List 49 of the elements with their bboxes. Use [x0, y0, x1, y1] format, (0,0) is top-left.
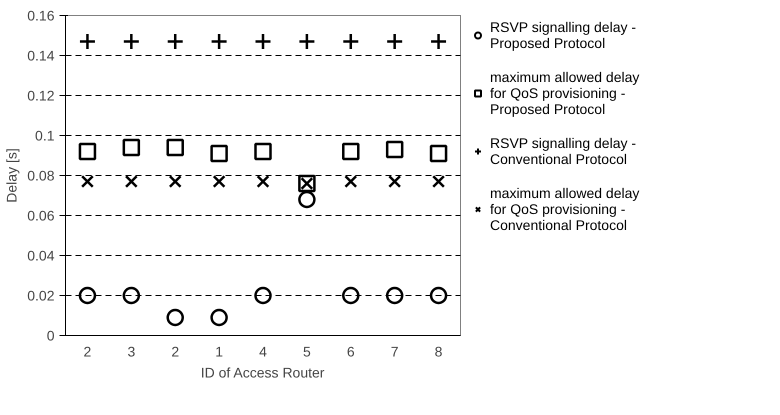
point — [166, 308, 184, 326]
y-axis-title: Delay [s] — [3, 148, 20, 203]
point — [388, 174, 402, 188]
point — [432, 174, 446, 188]
point — [78, 142, 96, 160]
x-tick-label: 2 — [84, 344, 92, 360]
x-tick-label: 2 — [171, 344, 180, 360]
point — [430, 144, 448, 162]
point — [254, 286, 272, 304]
point — [210, 308, 228, 326]
legend-label: RSVP signalling delay - Proposed Protocol — [490, 18, 636, 53]
y-tick-label: 0.12 — [27, 88, 55, 104]
x-tick-label: 4 — [259, 344, 268, 360]
y-tick-label: 0.02 — [27, 288, 55, 304]
point — [122, 286, 140, 304]
point — [344, 174, 358, 188]
y-tick-label: 0.06 — [27, 208, 55, 224]
point — [386, 140, 404, 158]
x-tick-label: 7 — [390, 344, 399, 360]
point — [298, 190, 316, 208]
point — [166, 138, 184, 156]
point — [256, 174, 270, 188]
point — [254, 142, 272, 160]
point — [342, 142, 360, 160]
x-tick-label: 3 — [127, 344, 136, 360]
legend-label: maximum allowed delay for QoS provisioning - Conventional Protocol — [490, 185, 640, 233]
x-tick-label: 1 — [215, 344, 224, 360]
point — [80, 174, 94, 188]
point — [386, 286, 404, 304]
point — [210, 144, 228, 162]
point — [168, 174, 182, 188]
point — [430, 286, 448, 304]
x-tick-label: 5 — [302, 344, 311, 360]
y-tick-label: 0.14 — [27, 48, 55, 64]
y-tick-label: 0.16 — [27, 8, 55, 24]
point — [212, 174, 226, 188]
x-tick-label: 6 — [346, 344, 355, 360]
legend-label: RSVP signalling delay - Conventional Protocol — [490, 134, 636, 169]
point — [78, 286, 96, 304]
x-tick-label: 8 — [434, 344, 443, 360]
y-tick-label: 0.1 — [35, 128, 55, 144]
legend-label: maximum allowed delay for QoS provisioning - Proposed Protocol — [490, 69, 640, 117]
point — [342, 286, 360, 304]
y-tick-label: 0 — [46, 328, 55, 344]
y-tick-label: 0.08 — [27, 168, 55, 184]
y-tick-label: 0.04 — [27, 248, 55, 264]
point — [124, 174, 138, 188]
x-axis-title: ID of Access Router — [200, 364, 325, 380]
point — [122, 138, 140, 156]
